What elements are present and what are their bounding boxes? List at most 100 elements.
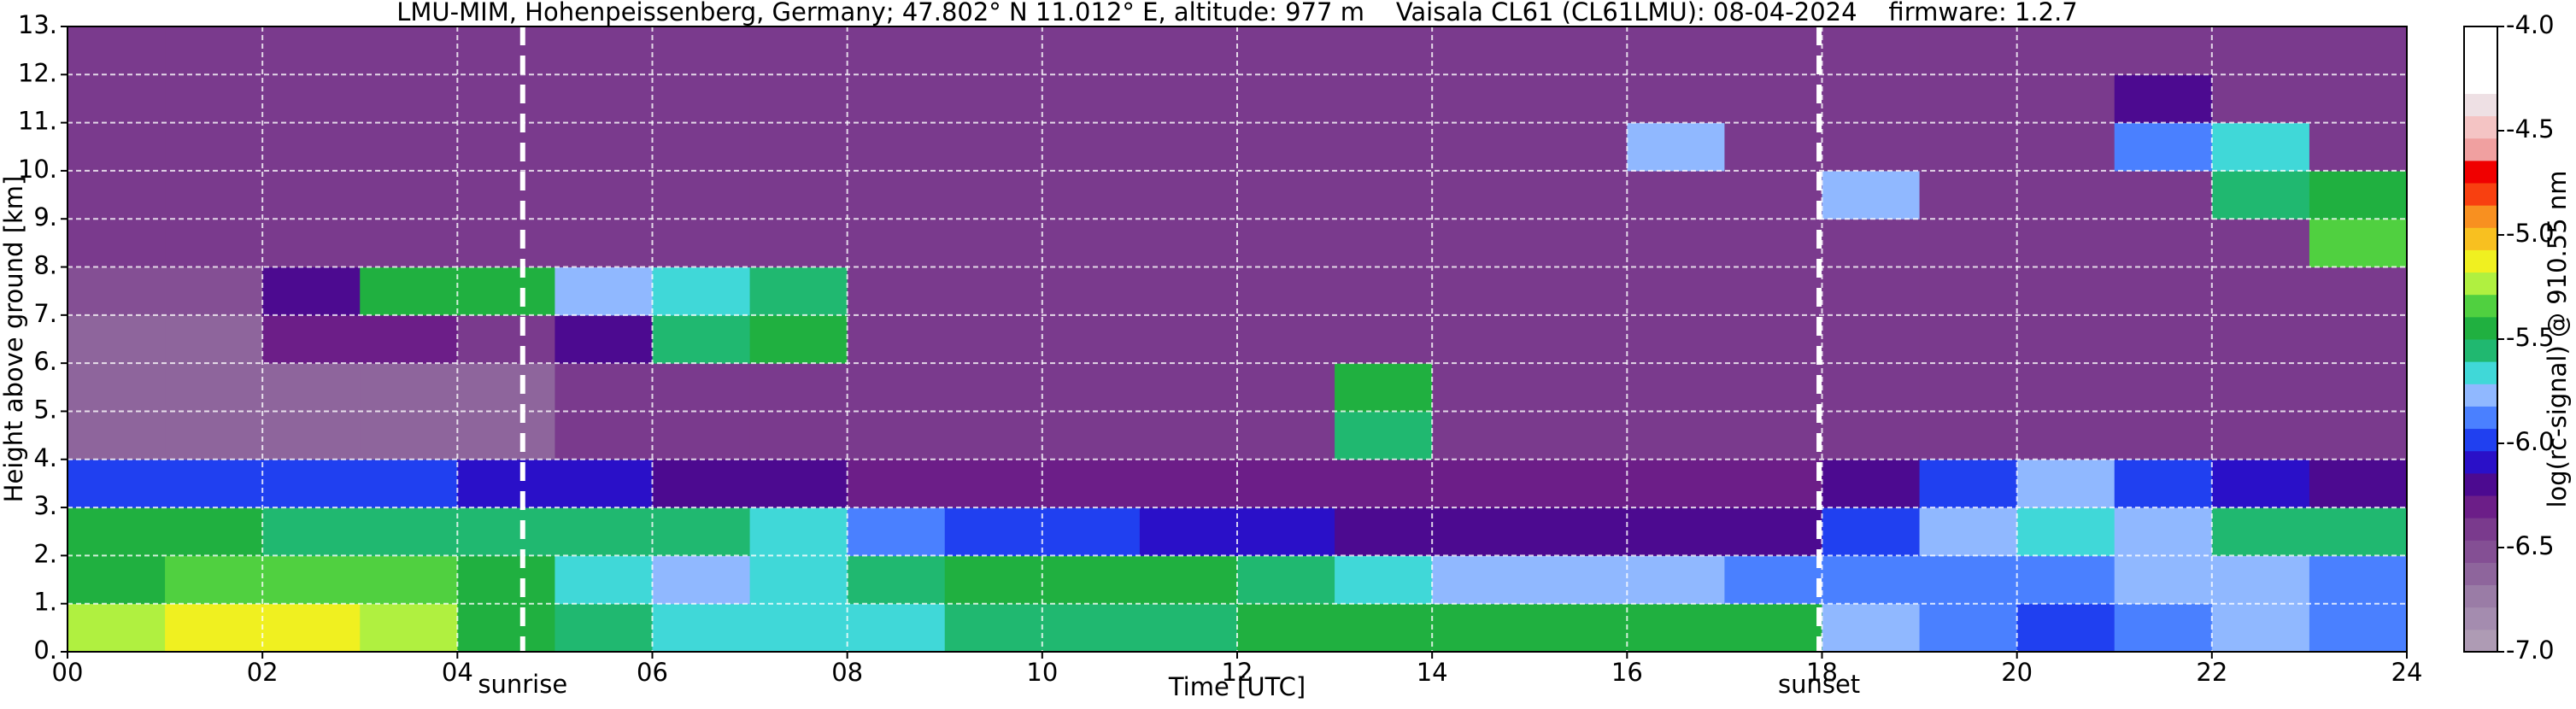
heatmap-cell <box>2309 363 2408 412</box>
x-tick-label: 14 <box>1417 658 1448 687</box>
heatmap-cell <box>1042 411 1141 460</box>
heatmap-cell <box>749 555 848 605</box>
heatmap-cell <box>165 603 263 653</box>
heatmap-cell <box>457 603 555 653</box>
heatmap-cell <box>2114 459 2213 508</box>
heatmap-cell <box>847 411 946 460</box>
x-tick-label: 02 <box>247 658 279 687</box>
heatmap-cell <box>1432 555 1530 605</box>
heatmap-cell <box>2309 555 2408 605</box>
heatmap-cell <box>360 363 458 412</box>
heatmap-cell <box>67 603 166 653</box>
heatmap-cell <box>1432 219 1530 268</box>
heatmap-cell <box>360 122 458 172</box>
heatmap-cell <box>1529 74 1628 124</box>
heatmap-cell <box>1237 219 1335 268</box>
heatmap-cell <box>1237 363 1335 412</box>
heatmap-cell <box>1822 219 1921 268</box>
heatmap-cell <box>1822 74 1921 124</box>
x-tick-label: 12 <box>1222 658 1253 687</box>
x-tick-label: 16 <box>1611 658 1643 687</box>
heatmap-cell <box>1529 26 1628 75</box>
heatmap-cell <box>360 170 458 220</box>
heatmap-cell <box>652 603 751 653</box>
heatmap-cell <box>1627 459 1725 508</box>
colorbar-segment <box>2464 49 2497 72</box>
heatmap-cell <box>1432 507 1530 556</box>
heatmap-cell <box>67 26 166 75</box>
heatmap-cell <box>1237 170 1335 220</box>
heatmap-cell <box>652 555 751 605</box>
heatmap-cell <box>1627 555 1725 605</box>
heatmap-cell <box>1822 314 1921 364</box>
heatmap-cell <box>2114 314 2213 364</box>
heatmap-cell <box>847 507 946 556</box>
heatmap-cell <box>847 555 946 605</box>
heatmap-cell <box>165 170 263 220</box>
heatmap-cell <box>2114 26 2213 75</box>
heatmap-cell <box>457 411 555 460</box>
y-tick-label: 3. <box>33 491 57 520</box>
heatmap-cell <box>2211 74 2310 124</box>
heatmap-cell <box>1919 363 2018 412</box>
heatmap-cell <box>749 219 848 268</box>
colorbar-tick-label: -5.0 <box>2506 219 2555 248</box>
heatmap-cell <box>1139 170 1238 220</box>
x-tick-label: 00 <box>52 658 84 687</box>
heatmap-cell <box>262 170 361 220</box>
y-tick-label: 5. <box>33 395 57 424</box>
heatmap-cell <box>1042 459 1141 508</box>
heatmap-cell <box>262 507 361 556</box>
heatmap-cell <box>2016 603 2115 653</box>
heatmap-cell <box>2016 26 2115 75</box>
heatmap-cell <box>2114 219 2213 268</box>
heatmap-cell <box>2114 603 2213 653</box>
heatmap-cell <box>1822 26 1921 75</box>
heatmap-cell <box>165 555 263 605</box>
heatmap-cell <box>2309 122 2408 172</box>
heatmap-cell <box>67 170 166 220</box>
x-axis-label: Time [UTC] <box>1168 672 1306 701</box>
x-tick-label: 20 <box>2001 658 2033 687</box>
colorbar-segment <box>2464 93 2497 117</box>
y-tick-label: 4. <box>33 443 57 472</box>
heatmap-cell <box>1724 170 1822 220</box>
heatmap-cell <box>1627 170 1725 220</box>
heatmap-cell <box>1237 603 1335 653</box>
colorbar-tick-label: -6.0 <box>2506 427 2555 456</box>
heatmap-cell <box>2016 267 2115 316</box>
heatmap-cell <box>457 507 555 556</box>
heatmap-cell <box>1919 267 2018 316</box>
heatmap-cell <box>2211 26 2310 75</box>
heatmap-cell <box>2309 170 2408 220</box>
y-tick-label: 13. <box>18 10 57 39</box>
heatmap-cell <box>262 363 361 412</box>
y-tick-label: 0. <box>33 636 57 665</box>
heatmap-cell <box>457 170 555 220</box>
heatmap-cell <box>1529 603 1628 653</box>
heatmap-cell <box>847 170 946 220</box>
heatmap-cell <box>67 122 166 172</box>
colorbar-segment <box>2464 294 2497 318</box>
heatmap-cell <box>1724 26 1822 75</box>
heatmap-cell <box>652 411 751 460</box>
heatmap-cell <box>165 411 263 460</box>
colorbar-segment <box>2464 160 2497 184</box>
heatmap-cell <box>1919 314 2018 364</box>
heatmap-cell <box>1529 314 1628 364</box>
heatmap-cell <box>1822 411 1921 460</box>
heatmap-cell <box>1529 507 1628 556</box>
y-tick-label: 9. <box>33 202 57 231</box>
heatmap-cell <box>1139 26 1238 75</box>
heatmap-cell <box>2211 170 2310 220</box>
heatmap-cell <box>1042 170 1141 220</box>
heatmap-cell <box>1529 459 1628 508</box>
heatmap-cell <box>1529 555 1628 605</box>
colorbar-segment <box>2464 227 2497 250</box>
y-axis-label: Height above ground [km] <box>0 176 28 503</box>
heatmap-cell <box>847 219 946 268</box>
heatmap-cell <box>1724 603 1822 653</box>
colorbar-segment <box>2464 540 2497 563</box>
heatmap-cell <box>360 314 458 364</box>
